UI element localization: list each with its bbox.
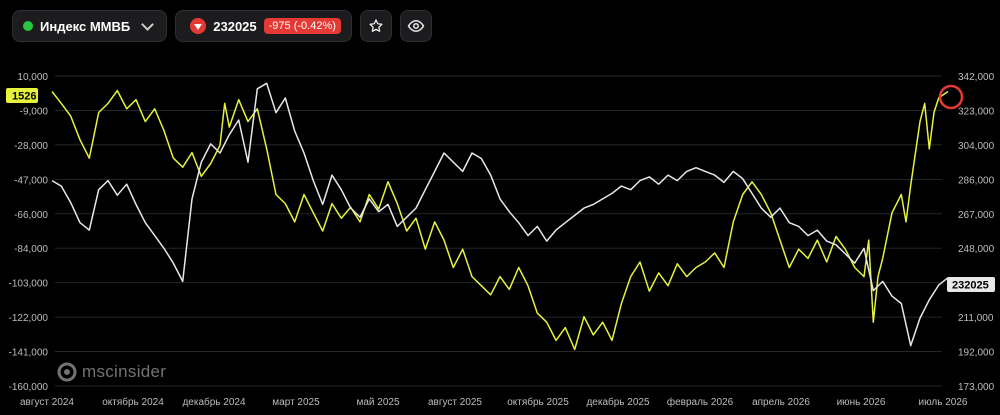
instrument-selector[interactable]: Индекс ММВБ xyxy=(12,10,168,42)
favorite-button[interactable] xyxy=(359,10,392,42)
grid xyxy=(55,75,942,387)
msc-logo-icon xyxy=(57,362,77,382)
x-tick-label: июнь 2026 xyxy=(837,397,886,408)
x-tick-label: март 2025 xyxy=(272,397,320,408)
x-tick-label: октябрь 2024 xyxy=(102,396,164,408)
right-tick-label: 286,000 xyxy=(958,175,995,186)
highlight-circle xyxy=(938,84,964,110)
left-tick-label: -84,000 xyxy=(14,244,48,255)
right-marker-label: 232025 xyxy=(952,280,989,292)
left-tick-label: -9,000 xyxy=(20,106,49,117)
left-marker: 1526 xyxy=(6,88,38,103)
price-value: 232025 xyxy=(213,18,257,34)
right-axis: 342,000 323,000 304,000 286,000 267,000 248,0… xyxy=(958,72,995,393)
left-tick-label: -160,000 xyxy=(9,382,49,393)
right-tick-label: 323,000 xyxy=(958,106,995,117)
star-icon xyxy=(369,19,383,32)
x-axis: август 2024 октябрь 2024 декабрь 2024 март … xyxy=(20,396,968,408)
status-dot-icon xyxy=(23,21,33,31)
right-tick-label: 173,000 xyxy=(958,382,995,393)
right-marker: 232025 xyxy=(947,277,995,292)
x-tick-label: август 2025 xyxy=(428,397,482,408)
watermark-text: mscinsider xyxy=(82,362,167,381)
right-tick-label: 192,000 xyxy=(958,348,995,359)
series-layer xyxy=(51,82,949,351)
price-pill: 232025 -975 (-0.42%) xyxy=(175,10,352,42)
left-tick-label: 10,000 xyxy=(17,72,48,83)
watch-button[interactable] xyxy=(399,10,432,42)
left-tick-label: -28,000 xyxy=(14,141,48,152)
x-tick-label: август 2024 xyxy=(20,397,74,408)
x-tick-label: апрель 2026 xyxy=(752,397,810,408)
right-marker-bg xyxy=(947,277,995,292)
x-tick-label: февраль 2026 xyxy=(667,396,734,408)
left-tick-label: -47,000 xyxy=(14,175,48,186)
right-tick-label: 304,000 xyxy=(958,141,995,152)
change-badge: -975 (-0.42%) xyxy=(263,18,341,34)
right-tick-label: 267,000 xyxy=(958,210,995,221)
right-tick-label: 211,000 xyxy=(958,313,994,324)
yellow-series-line xyxy=(51,89,949,351)
eye-icon xyxy=(407,19,425,33)
right-tick-label: 342,000 xyxy=(958,72,995,83)
x-tick-label: декабрь 2025 xyxy=(586,396,650,408)
left-marker-bg xyxy=(6,88,38,103)
white-series-line xyxy=(51,82,949,347)
left-marker-label: 1526 xyxy=(12,91,36,103)
x-tick-label: декабрь 2024 xyxy=(182,396,246,408)
arrow-down-icon xyxy=(190,18,207,34)
watermark: mscinsider xyxy=(57,362,166,382)
left-tick-label: -66,000 xyxy=(14,210,48,221)
left-tick-label: -141,000 xyxy=(9,348,49,359)
x-tick-label: май 2025 xyxy=(356,397,399,408)
toolbar: Индекс ММВБ 232025 -975 (-0.42%) xyxy=(12,10,432,42)
instrument-name: Индекс ММВБ xyxy=(40,18,131,34)
left-tick-label: -122,000 xyxy=(9,313,49,324)
right-tick-label: 248,000 xyxy=(958,244,995,255)
x-tick-label: июль 2026 xyxy=(919,397,968,408)
left-axis: 10,000 -9,000 -28,000 -47,000 -66,000 -84,000… xyxy=(9,72,49,393)
left-tick-label: -103,000 xyxy=(9,279,49,290)
x-tick-label: октябрь 2025 xyxy=(507,396,569,408)
